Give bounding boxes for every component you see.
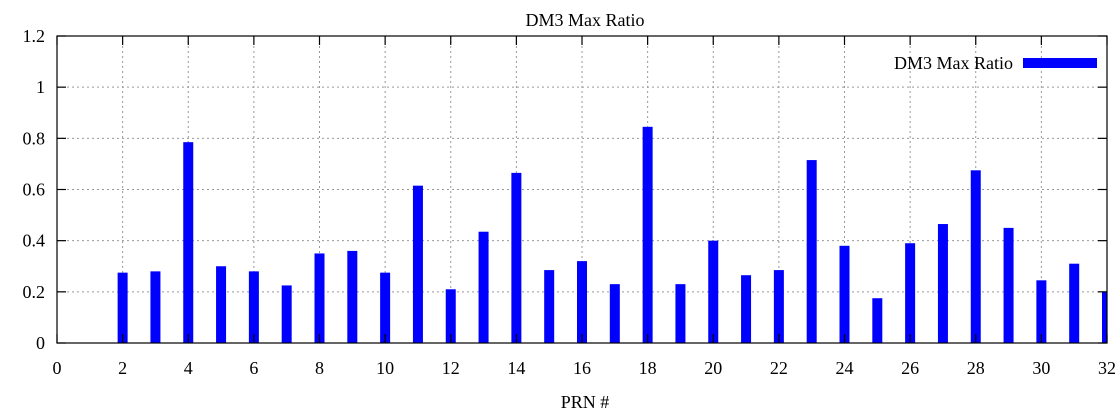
- y-tick-label: 1: [36, 77, 45, 97]
- bar-series: [117, 126, 1107, 343]
- bar: [1003, 227, 1014, 343]
- bar: [1102, 291, 1107, 343]
- bar: [511, 172, 522, 343]
- x-axis-label: PRN #: [561, 392, 610, 412]
- x-tick-label: 30: [1032, 358, 1050, 378]
- x-tick-label: 24: [836, 358, 854, 378]
- legend: DM3 Max Ratio: [894, 53, 1097, 73]
- bar: [773, 270, 784, 343]
- y-tick-label: 0.2: [23, 282, 46, 302]
- bar: [905, 243, 916, 343]
- bar: [150, 271, 161, 343]
- x-tick-label: 8: [315, 358, 324, 378]
- bar: [380, 272, 391, 343]
- y-tick-label: 1.2: [23, 26, 46, 46]
- bar: [216, 266, 227, 343]
- bar: [445, 289, 456, 343]
- bar: [872, 298, 883, 343]
- bar: [248, 271, 259, 343]
- bar: [577, 261, 587, 343]
- x-tick-label: 16: [573, 358, 591, 378]
- x-tick-label: 26: [901, 358, 919, 378]
- bar: [741, 275, 752, 343]
- bar: [412, 185, 423, 343]
- bar: [708, 240, 719, 343]
- bar: [544, 270, 555, 343]
- x-tick-labels: 0 2 4 6 8 10 12 14 16 18 20 22 24 26 28 30 32: [53, 358, 1117, 378]
- x-tick-label: 12: [442, 358, 460, 378]
- chart-title: DM3 Max Ratio: [526, 10, 645, 30]
- bar: [347, 250, 358, 343]
- legend-label: DM3 Max Ratio: [894, 53, 1013, 73]
- bar: [675, 284, 686, 343]
- bar: [314, 253, 325, 343]
- x-tick-label: 0: [53, 358, 62, 378]
- bar: [642, 126, 653, 343]
- x-tick-label: 20: [704, 358, 722, 378]
- y-tick-label: 0: [36, 333, 45, 353]
- bar: [839, 245, 850, 343]
- x-tick-label: 18: [639, 358, 657, 378]
- x-tick-label: 14: [507, 358, 525, 378]
- bar: [117, 272, 128, 343]
- bar: [970, 170, 981, 343]
- x-tick-label: 28: [967, 358, 985, 378]
- plot-frame: [56, 35, 1108, 344]
- x-tick-label: 4: [184, 358, 193, 378]
- x-tick-label: 32: [1098, 358, 1116, 378]
- bar: [937, 224, 948, 343]
- bar: [1069, 263, 1080, 343]
- bar: [183, 142, 194, 343]
- x-tick-label: 10: [376, 358, 394, 378]
- x-tick-label: 2: [118, 358, 127, 378]
- bar: [609, 284, 620, 343]
- bar: [1036, 280, 1047, 343]
- y-tick-label: 0.6: [23, 180, 46, 200]
- y-tick-label: 0.4: [23, 231, 46, 251]
- bar: [281, 285, 292, 343]
- x-tick-label: 6: [249, 358, 258, 378]
- bar: [478, 231, 489, 343]
- x-tick-label: 22: [770, 358, 788, 378]
- y-tick-labels: 0 0.2 0.4 0.6 0.8 1 1.2: [23, 26, 46, 353]
- bar: [806, 160, 817, 343]
- y-tick-label: 0.8: [23, 128, 46, 148]
